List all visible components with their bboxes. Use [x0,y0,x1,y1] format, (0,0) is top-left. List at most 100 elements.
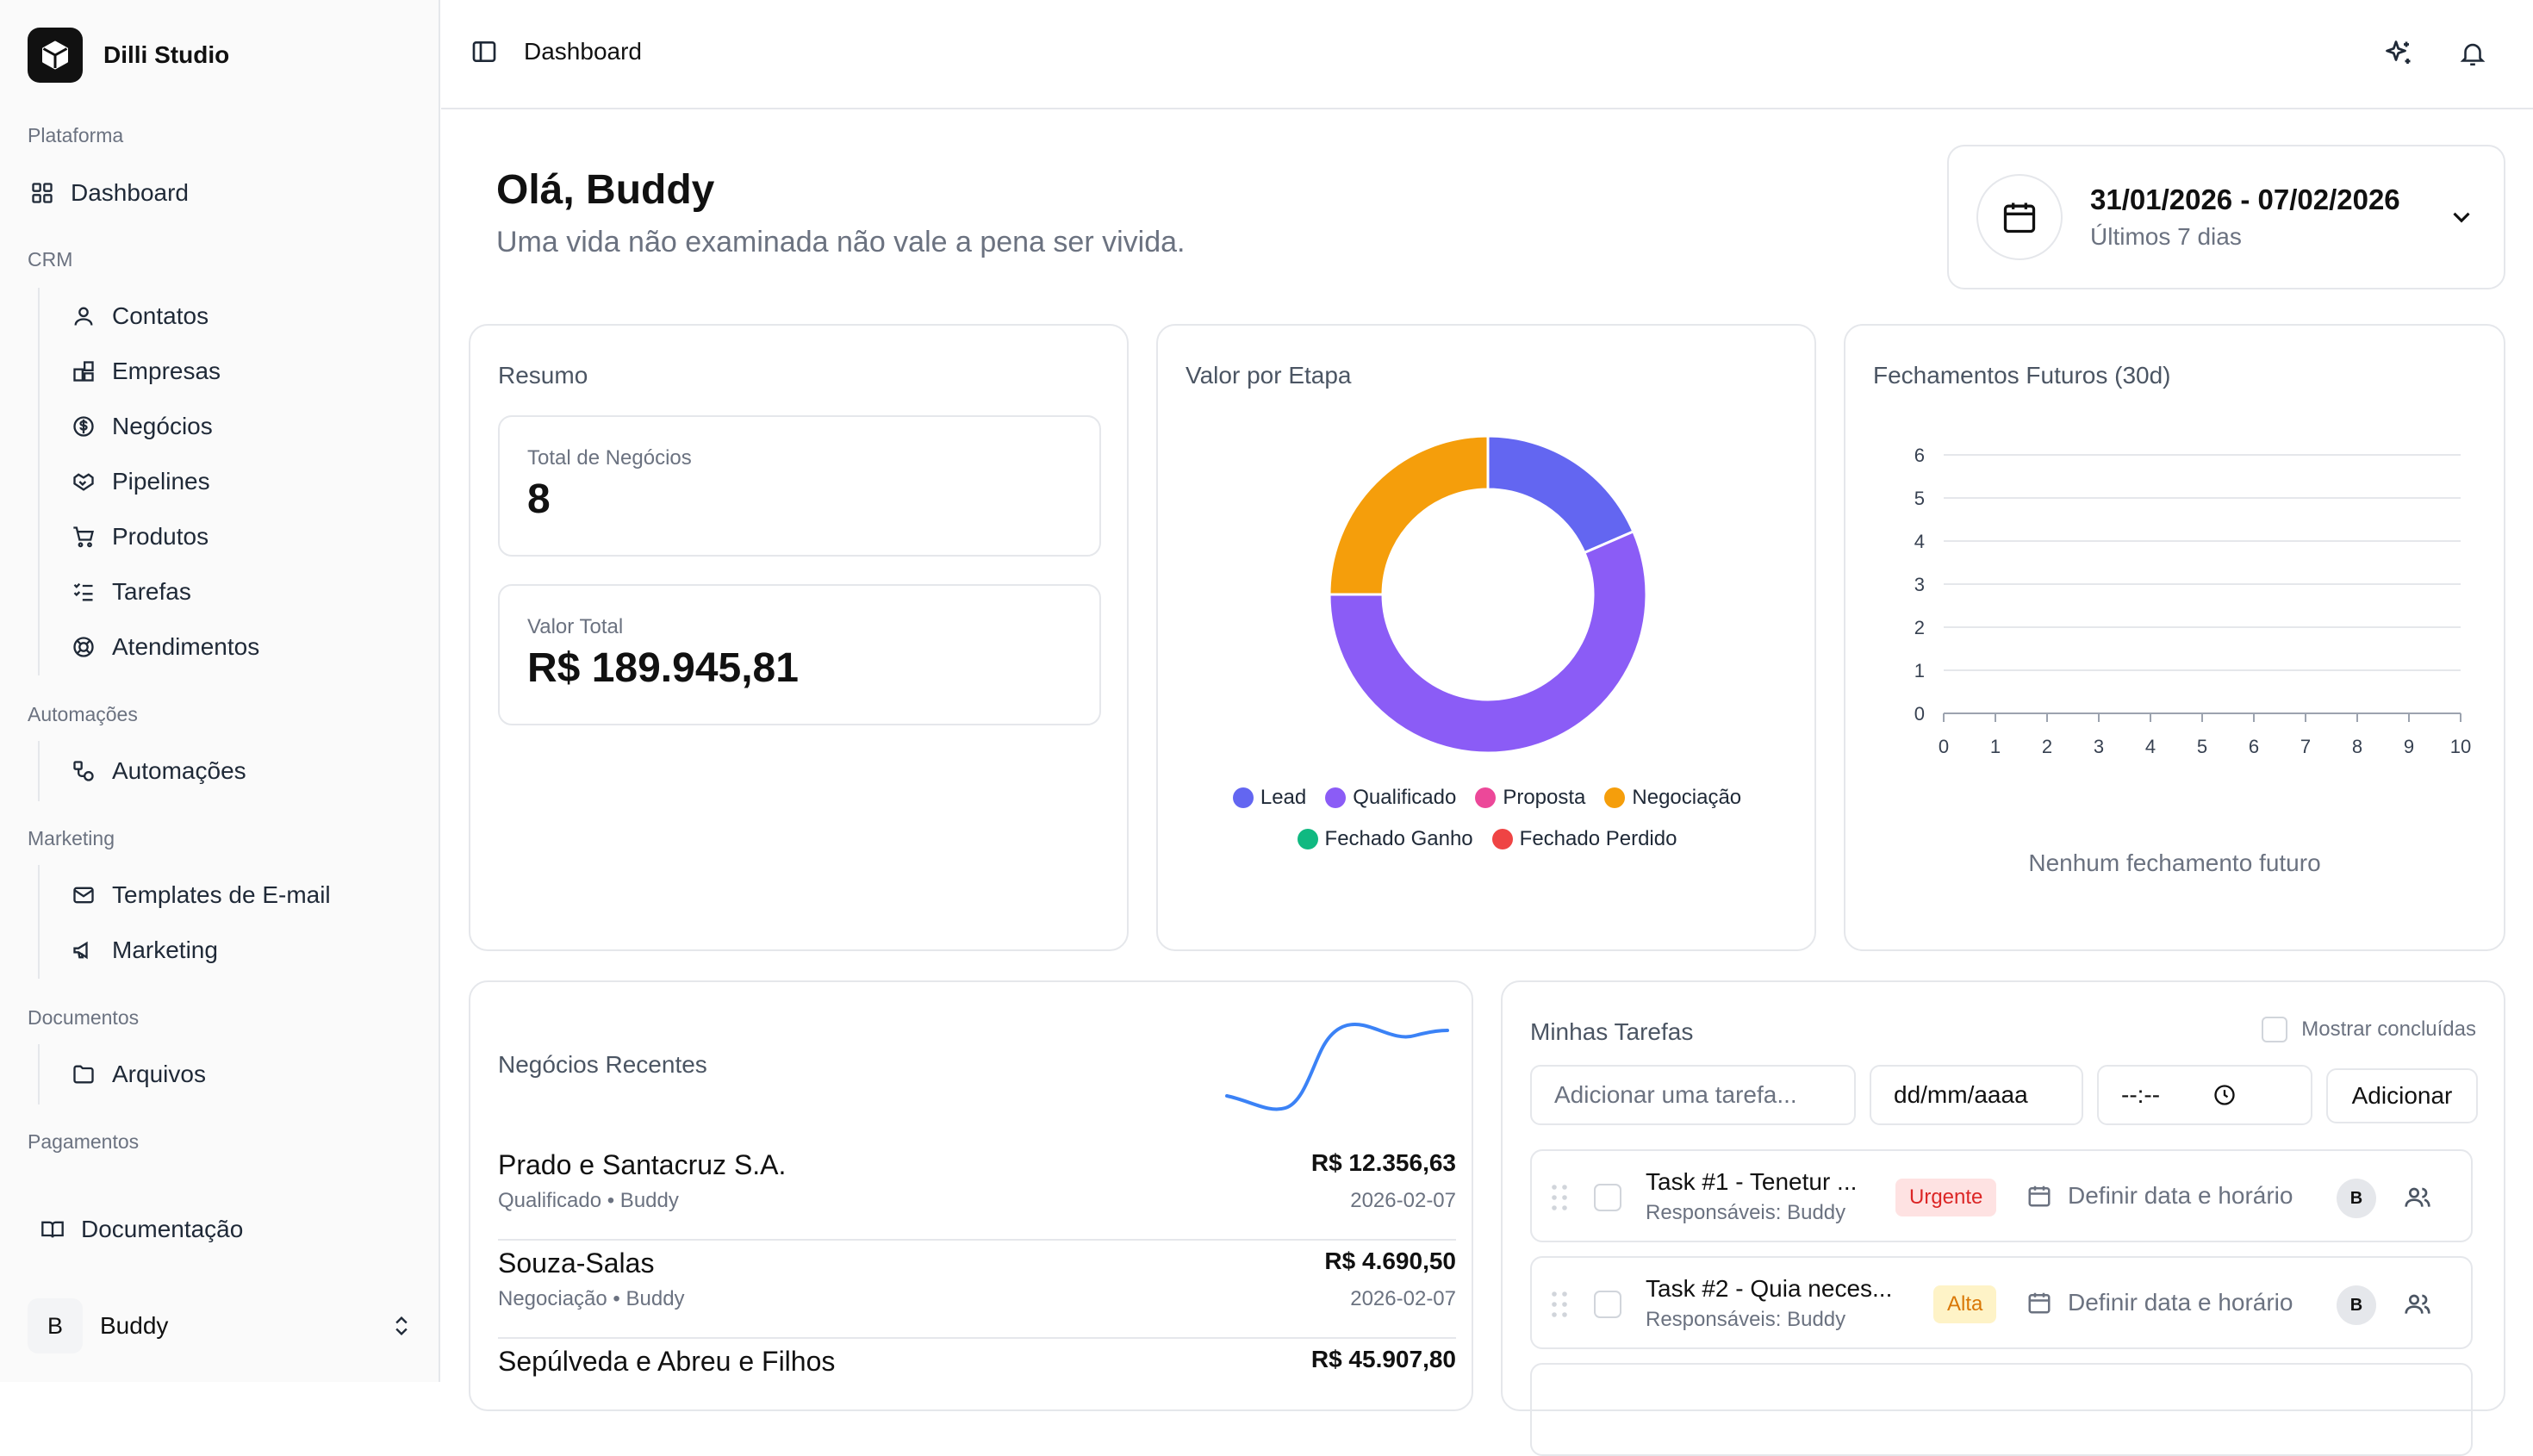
legend-dot [1604,787,1626,808]
sidebar-item-marketing[interactable]: Marketing [69,925,218,975]
table-row[interactable]: Prado e Santacruz S.A. Qualificado • Bud… [498,1144,1456,1241]
user-icon [69,302,98,331]
users-icon[interactable] [2404,1291,2431,1318]
bell-icon[interactable] [2454,34,2492,72]
mail-icon [69,880,98,910]
sidebar-item-contatos[interactable]: Contatos [69,291,208,341]
summary-card: Resumo Total de Negócios 8 Valor Total R… [469,324,1129,951]
priority-badge[interactable]: Urgente [1895,1179,1997,1216]
sidebar-item-templates[interactable]: Templates de E-mail [69,870,331,920]
y-tick-label: 2 [1914,617,1925,638]
sidebar-item-produtos[interactable]: Produtos [69,512,208,562]
sidebar-toggle-icon[interactable] [470,38,498,65]
sidebar-item-empresas[interactable]: Empresas [69,346,221,396]
calendar-icon [2026,1183,2052,1209]
x-tick-label: 6 [2249,736,2259,757]
legend-dot [1325,787,1347,808]
sidebar-item-automacoes[interactable]: Automações [69,746,246,796]
donut-slice-negociação[interactable] [1328,434,1490,596]
sidebar-item-label: Negócios [112,413,213,439]
legend-item-lead[interactable]: Lead [1232,786,1307,810]
user-menu[interactable]: B Buddy [28,1292,414,1360]
list-item[interactable]: Task #1 - Tenetur ... Responsáveis: Budd… [1530,1149,2473,1242]
legend-item-proposta[interactable]: Proposta [1475,786,1585,810]
task-input[interactable]: Adicionar uma tarefa... [1530,1065,1856,1125]
list-item[interactable] [1530,1363,2473,1456]
sidebar-item-label: Atendimentos [112,633,260,660]
x-tick-label: 5 [2197,736,2207,757]
page-title: Dashboard [524,38,642,65]
sparkles-icon[interactable] [2380,34,2418,72]
chevron-down-icon [2447,202,2476,232]
y-tick-label: 0 [1914,703,1925,725]
sidebar-item-label: Dashboard [71,179,189,206]
show-done-toggle[interactable]: Mostrar concluídas [2262,1017,2476,1042]
add-task-button[interactable]: Adicionar [2326,1068,2478,1123]
sidebar-item-atendimentos[interactable]: Atendimentos [69,622,259,672]
drag-handle-icon[interactable] [1551,1184,1568,1211]
deal-name: Prado e Santacruz S.A. [498,1149,787,1180]
stat-label: Valor Total [527,615,624,638]
chart-legend-row-2: Fechado Ganho Fechado Perdido [1158,827,1816,851]
y-tick-label: 4 [1914,531,1925,552]
time-placeholder: --:-- [2121,1081,2161,1108]
x-tick-label: 3 [2094,736,2104,757]
calendar-icon [1976,174,2063,260]
x-tick-label: 1 [1990,736,2001,757]
legend-item-fechado-perdido[interactable]: Fechado Perdido [1491,827,1677,851]
sidebar-item-documentacao[interactable]: Documentação [38,1204,243,1254]
list-item[interactable]: Task #2 - Quia neces... Responsáveis: Bu… [1530,1256,2473,1349]
x-tick-label: 10 [2450,736,2471,757]
chart-legend-row-1: Lead Qualificado Proposta Negociação [1158,786,1816,810]
sidebar-item-pipelines[interactable]: Pipelines [69,457,210,507]
task-date-input[interactable]: dd/mm/aaaa [1870,1065,2083,1125]
task-due-date[interactable]: Definir data e horário [2026,1182,2293,1210]
sidebar-item-dashboard[interactable]: Dashboard [28,168,189,218]
book-open-icon [38,1215,67,1244]
task-checkbox[interactable] [1594,1291,1621,1318]
calendar-icon [2026,1290,2052,1316]
table-row[interactable]: Sepúlveda e Abreu e Filhos R$ 45.907,80 [498,1341,1456,1437]
list-check-icon [69,577,98,607]
donut-slice-qualificado[interactable] [1328,529,1648,755]
avatar: B [28,1298,83,1353]
sidebar-item-label: Empresas [112,358,221,384]
documentos-rail [38,1044,40,1104]
task-due-date[interactable]: Definir data e horário [2026,1289,2293,1316]
show-done-checkbox[interactable] [2262,1017,2288,1042]
sidebar-item-arquivos[interactable]: Arquivos [69,1049,206,1099]
sidebar-item-label: Pipelines [112,468,210,495]
legend-dot [1491,829,1513,849]
date-range-value: 31/01/2026 - 07/02/2026 [2090,184,2400,215]
crm-rail [38,288,40,675]
deal-value: R$ 4.690,50 [1324,1248,1456,1274]
sidebar-item-negocios[interactable]: Negócios [69,401,213,451]
x-tick-label: 0 [1939,736,1949,757]
legend-label: Fechado Perdido [1519,827,1677,850]
table-row[interactable]: Souza-Salas Negociação • Buddy R$ 4.690,… [498,1242,1456,1339]
sidebar-item-tarefas[interactable]: Tarefas [69,567,191,617]
legend-dot [1475,787,1497,808]
lifebuoy-icon [69,632,98,662]
donut-chart [1328,434,1648,755]
deal-value: R$ 12.356,63 [1310,1149,1456,1176]
card-title: Resumo [498,362,588,389]
priority-badge[interactable]: Alta [1933,1285,1997,1323]
legend-item-fechado-ganho[interactable]: Fechado Ganho [1297,827,1473,851]
y-tick-label: 6 [1914,445,1925,466]
donut-slice-lead[interactable] [1486,434,1635,555]
legend-item-negociacao[interactable]: Negociação [1604,786,1741,810]
drag-handle-icon[interactable] [1551,1291,1568,1318]
task-time-input[interactable]: --:-- [2097,1065,2312,1125]
task-checkbox[interactable] [1594,1184,1621,1211]
cart-icon [69,522,98,551]
legend-label: Lead [1260,786,1307,809]
stage-value-card: Valor por Etapa Lead Qualificado Propost… [1156,324,1816,951]
users-icon[interactable] [2404,1184,2431,1211]
legend-item-qualificado[interactable]: Qualificado [1325,786,1456,810]
deal-meta: Negociação • Buddy [498,1287,685,1310]
date-range-picker[interactable]: 31/01/2026 - 07/02/2026 Últimos 7 dias [1947,145,2505,289]
date-range-label: Últimos 7 dias [2090,223,2242,250]
chevrons-up-down-icon [389,1314,414,1338]
brand[interactable]: Dilli Studio [28,28,229,83]
